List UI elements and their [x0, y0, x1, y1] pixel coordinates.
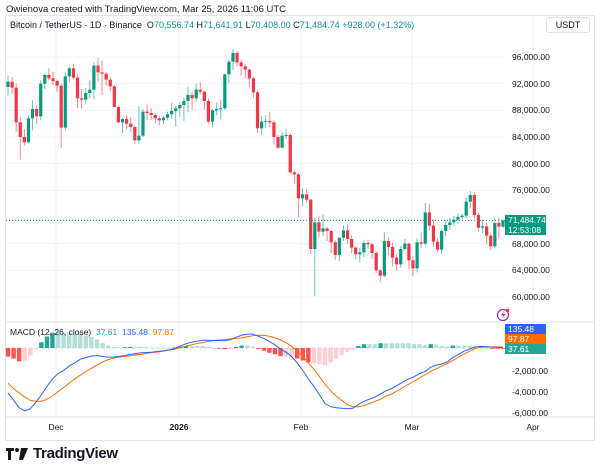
symbol-legend: Bitcoin / TetherUS · 1D · Binance O70,55…	[10, 20, 415, 30]
tradingview-logo-text: TradingView	[33, 445, 118, 462]
price-axis-tick: 88,000.00	[512, 105, 550, 116]
currency-button[interactable]: USDT	[546, 17, 590, 33]
price-axis-tick: 68,000.00	[512, 238, 550, 249]
price-axis-tick: 80,000.00	[512, 158, 550, 169]
price-axis-tick: 92,000.00	[512, 78, 550, 89]
time-axis-label: Feb	[293, 422, 309, 432]
change-value: +928.00 (+1.32%)	[342, 20, 415, 30]
last-price-tag: 71,484.74 12:53:08	[505, 215, 546, 235]
low-value: 70,408.00	[250, 20, 291, 30]
chart-credit: Owienova created with TradingView.com, M…	[6, 4, 287, 15]
high-value: 71,641.91	[203, 20, 244, 30]
price-axis-tick: 64,000.00	[512, 265, 550, 276]
time-axis-label: Dec	[48, 422, 64, 432]
macd-hist-value: 37.61	[95, 327, 118, 337]
alert-lightning-icon[interactable]	[496, 308, 510, 322]
price-axis-tick: 60,000.00	[512, 292, 550, 302]
macd-line-value: 135.48	[122, 327, 148, 337]
macd-signal-tag: 97.87	[505, 334, 546, 344]
close-value: 71,484.74	[299, 20, 340, 30]
macd-signal-value: 97.87	[152, 327, 175, 337]
price-axis-tick: 76,000.00	[512, 185, 550, 196]
price-axis-tick: 84,000.00	[512, 132, 550, 142]
time-axis-label: Apr	[526, 422, 540, 432]
time-axis-label: Mar	[404, 422, 420, 432]
tradingview-logo[interactable]: TradingView	[6, 445, 118, 462]
bar-countdown: 12:53:08	[508, 225, 542, 235]
time-axis-label: 2026	[169, 422, 189, 432]
price-axis-tick: 96,000.00	[512, 52, 550, 62]
macd-hist-tag: 37.61	[505, 344, 546, 354]
macd-axis-tick: -4,000.00	[512, 387, 548, 397]
macd-line-tag: 135.48	[505, 324, 546, 334]
open-value: 70,556.74	[153, 20, 194, 30]
macd-axis-tick: -2,000.00	[512, 366, 548, 376]
macd-legend: MACD (12, 26, close) 37.61 135.48 97.87	[10, 327, 174, 337]
tradingview-logo-icon	[6, 447, 28, 460]
macd-title: MACD (12, 26, close)	[10, 327, 92, 337]
chart-frame	[5, 15, 595, 441]
symbol-title: Bitcoin / TetherUS · 1D · Binance	[10, 20, 142, 30]
macd-axis-tick: -6,000.00	[512, 408, 548, 418]
